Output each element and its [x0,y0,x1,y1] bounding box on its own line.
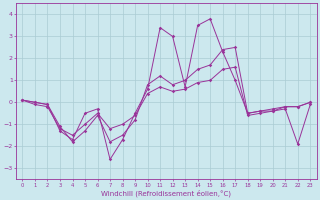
X-axis label: Windchill (Refroidissement éolien,°C): Windchill (Refroidissement éolien,°C) [101,189,231,197]
